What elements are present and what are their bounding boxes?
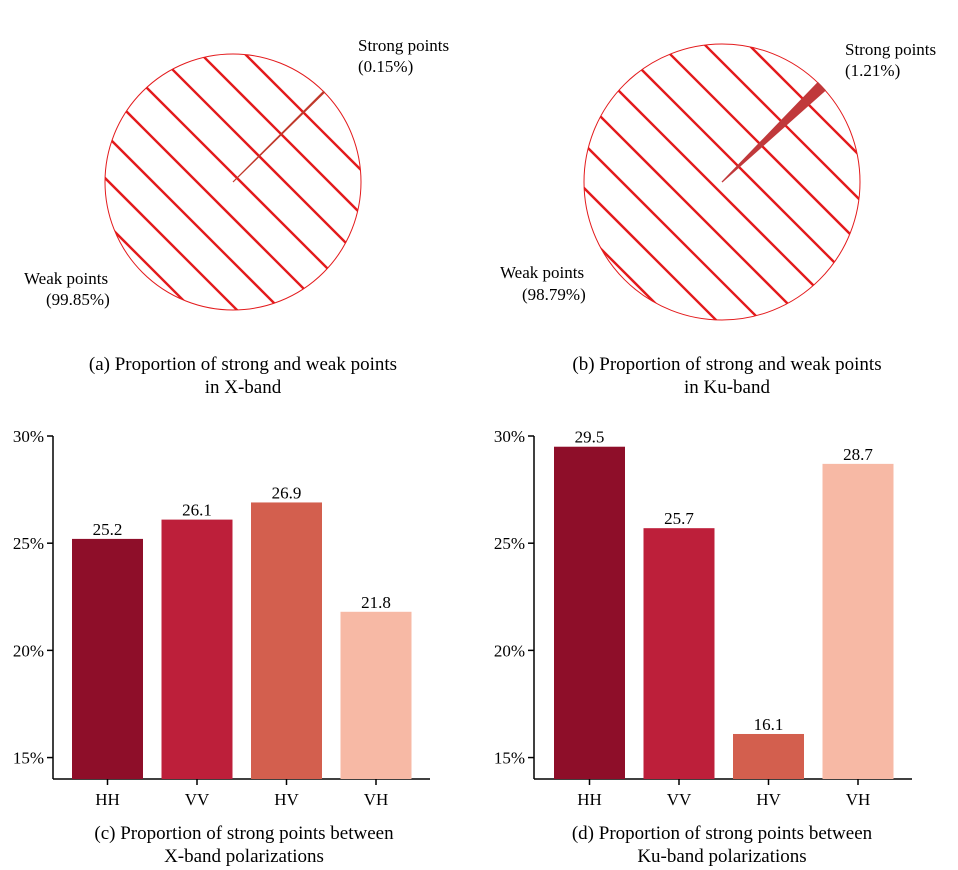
hatch-line [584, 44, 860, 320]
weak-points-pct-x: (99.85%) [46, 290, 110, 309]
hatch-line [590, 44, 860, 320]
y-tick-label: 30% [13, 427, 44, 446]
strong-points-label-ku: Strong points [845, 40, 936, 59]
hatch-line [584, 44, 860, 320]
x-tick-label: VV [185, 790, 210, 809]
x-tick-label: HV [274, 790, 299, 809]
caption-c-line1: (c) Proportion of strong points between [94, 823, 394, 844]
hatch-line [224, 54, 361, 310]
bars-ku-band: 29.5 HH 25.7 VV 16.1 HV 28.7 VH [554, 428, 894, 809]
bar-value-label: 26.1 [182, 501, 212, 520]
bars-x-band: 25.2 HH 26.1 VV 26.9 HV 21.8 VH [72, 483, 412, 809]
y-tick-label: 15% [494, 749, 525, 768]
pie-outline-ku [583, 43, 861, 321]
x-tick-label: VH [364, 790, 389, 809]
x-tick-label: HH [95, 790, 120, 809]
caption-a-line1: (a) Proportion of strong and weak points [89, 354, 397, 375]
weak-points-label-x: Weak points [24, 269, 108, 288]
bar-value-label: 21.8 [361, 593, 391, 612]
bar-hv [251, 502, 322, 779]
x-tick-label: HH [577, 790, 602, 809]
hatch-line [105, 54, 170, 310]
strong-points-pct-ku: (1.21%) [845, 61, 900, 80]
pie-slice-strong-points-ku [721, 81, 826, 183]
pie-slice-strong-points-x [232, 90, 326, 183]
bar-value-label: 16.1 [754, 715, 784, 734]
bar-hv [733, 733, 804, 779]
caption-d-line1: (d) Proportion of strong points between [572, 823, 873, 844]
bar-chart-x-band: 15% 20% 25% 30% 25.2 HH 26.1 VV 26.9 HV 21.8 VH (c… [13, 427, 430, 867]
hatch-line [105, 54, 258, 310]
x-tick-label: VV [667, 790, 692, 809]
bar-value-label: 26.9 [272, 483, 302, 502]
pie-chart-ku-band: Strong points (1.21%) Weak points (98.79… [500, 40, 936, 398]
hatch-line [634, 44, 860, 320]
hatch-line [105, 54, 361, 310]
y-ticks-x-band: 15% 20% 25% 30% [13, 427, 53, 768]
weak-points-hatch-ku [584, 44, 860, 320]
bar-vv [161, 519, 233, 779]
bar-vh [822, 463, 894, 779]
hatch-line [584, 44, 860, 320]
hatch-line [105, 54, 361, 310]
hatch-line [268, 54, 361, 310]
pie-chart-x-band: Strong points (0.15%) Weak points (99.85… [24, 36, 449, 398]
caption-d-line2: Ku-band polarizations [637, 846, 806, 867]
weak-points-pct-ku: (98.79%) [522, 285, 586, 304]
hatch-line [105, 54, 302, 310]
hatch-line [136, 54, 361, 310]
bar-chart-ku-band: 15% 20% 25% 30% 29.5 HH 25.7 VV 16.1 HV 28.7 VH (d… [494, 427, 912, 867]
bar-hh [554, 446, 625, 779]
y-tick-label: 30% [494, 427, 525, 446]
hatch-line [105, 54, 214, 310]
caption-c-line2: X-band polarizations [164, 846, 324, 867]
pie-outline-x [104, 53, 362, 311]
hatch-line [584, 44, 830, 320]
bar-value-label: 25.2 [93, 520, 123, 539]
bar-hh [72, 538, 143, 779]
x-tick-label: HV [756, 790, 781, 809]
y-tick-label: 20% [494, 641, 525, 660]
weak-points-hatch-x [105, 54, 361, 310]
y-tick-label: 20% [13, 641, 44, 660]
y-tick-label: 15% [13, 749, 44, 768]
bar-value-label: 29.5 [575, 428, 605, 447]
strong-points-label-x: Strong points [358, 36, 449, 55]
y-tick-label: 25% [13, 534, 44, 553]
hatch-line [105, 54, 361, 310]
y-tick-label: 25% [494, 534, 525, 553]
x-tick-label: VH [846, 790, 871, 809]
bar-vv [643, 528, 715, 779]
caption-a-line2: in X-band [205, 377, 282, 398]
weak-points-label-ku: Weak points [500, 263, 584, 282]
bar-value-label: 28.7 [843, 445, 873, 464]
y-ticks-ku-band: 15% 20% 25% 30% [494, 427, 534, 768]
bar-vh [340, 611, 412, 779]
bar-value-label: 25.7 [664, 509, 694, 528]
strong-points-pct-x: (0.15%) [358, 57, 413, 76]
caption-b-line2: in Ku-band [684, 377, 771, 398]
caption-b-line1: (b) Proportion of strong and weak points [572, 354, 881, 375]
hatch-line [105, 54, 346, 310]
